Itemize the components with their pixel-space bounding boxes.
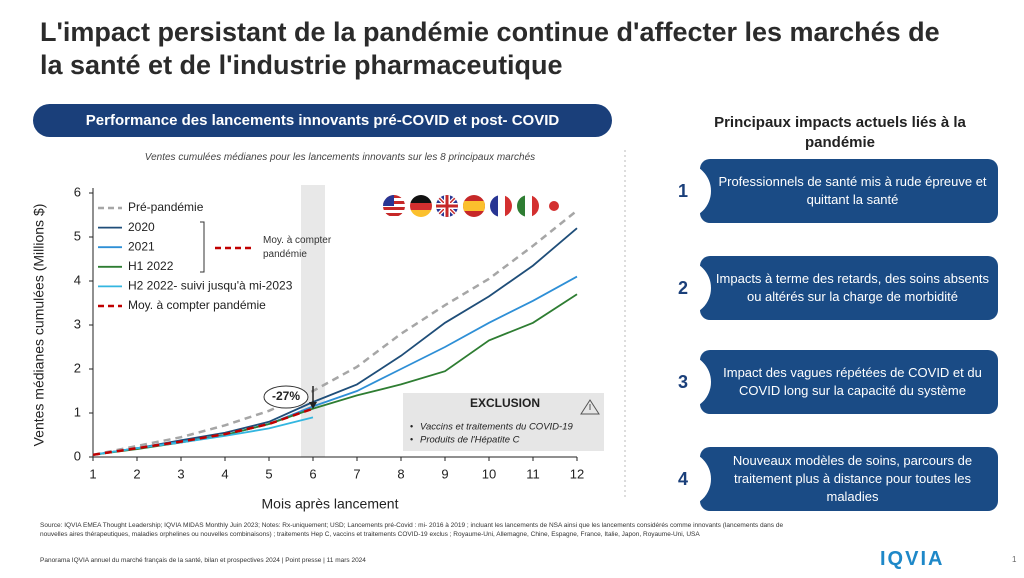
x-axis-label: Mois après lancement (262, 496, 399, 512)
exclusion-title: EXCLUSION (470, 396, 540, 410)
chart-subtitle: Ventes cumulées médianes pour les lancem… (144, 152, 536, 163)
y-tick-label: 6 (74, 184, 81, 199)
flag-uk (436, 195, 458, 217)
impact-box (700, 256, 998, 320)
flag-es (463, 195, 485, 217)
x-tick-label: 10 (482, 466, 496, 481)
x-tick-label: 8 (397, 466, 404, 481)
y-tick-label: 5 (74, 228, 81, 243)
logo: IQVIA (880, 548, 945, 570)
bracket-label: Moy. à compter pandémie (263, 235, 332, 260)
impacts-title: Principaux impacts actuels liés à la pan… (714, 114, 966, 151)
legend-label: 2021 (128, 239, 155, 253)
y-tick-label: 2 (74, 360, 81, 375)
slide-title: L'impact persistant de la pandémie conti… (40, 17, 940, 80)
annotation-arrowhead (309, 402, 317, 409)
impact-text: Nouveaux modèles de soins, parcours de t… (732, 453, 973, 504)
impact-box (700, 159, 998, 223)
y-axis-label: Ventes médianes cumulées (Millions $) (31, 204, 47, 447)
exclusion-box (403, 393, 604, 451)
y-tick-label: 4 (74, 272, 81, 287)
x-tick-label: 3 (177, 466, 184, 481)
series-line (92, 227, 578, 456)
impact-number: 2 (655, 260, 711, 316)
exclusion-bullet: • (410, 434, 413, 444)
flag-fr (490, 195, 512, 217)
impact-text: Impacts à terme des retards, des soins a… (715, 271, 990, 304)
x-tick-label: 1 (89, 466, 96, 481)
series-line (92, 209, 578, 457)
flag-it (517, 195, 539, 217)
source-note: Source: IQVIA EMEA Thought Leadership; I… (40, 522, 784, 538)
y-tick-label: 1 (74, 404, 81, 419)
impact-number: 4 (655, 451, 711, 507)
impact-text: Impact des vagues répétées de COVID et d… (723, 365, 982, 398)
legend-label: Moy. à compter pandémie (128, 298, 266, 312)
highlight-band (301, 185, 325, 457)
x-tick-label: 11 (526, 466, 540, 481)
x-tick-label: 4 (221, 466, 228, 481)
exclusion-item: Vaccins et traitements du COVID-19 (420, 422, 573, 433)
y-tick-label: 0 (74, 448, 81, 463)
impact-text: Professionnels de santé mis à rude épreu… (718, 174, 987, 207)
series-line (92, 407, 314, 457)
impact-number: 3 (655, 354, 711, 410)
y-tick-label: 3 (74, 316, 81, 331)
x-tick-label: 7 (353, 466, 360, 481)
annotation-bubble (263, 385, 309, 409)
x-tick-label: 9 (441, 466, 448, 481)
flags (383, 195, 565, 217)
footer-note: Panorama IQVIA annuel du marché français… (40, 557, 366, 564)
x-tick-label: 5 (265, 466, 272, 481)
warning-icon (580, 399, 600, 415)
legend-label: H1 2022 (128, 259, 174, 273)
flag-de (410, 195, 432, 217)
impact-box (700, 447, 998, 511)
legend-label: Pré-pandémie (128, 200, 204, 214)
legend-label: H2 2022- suivi jusqu'à mi-2023 (128, 279, 293, 293)
legend-label: 2020 (128, 220, 155, 234)
chart-title: Performance des lancements innovants pré… (33, 104, 612, 137)
legend-bracket (200, 221, 205, 273)
flag-jp (543, 195, 565, 217)
annotation-label: -27% (272, 389, 300, 403)
exclusion-item: Produits de l'Hépatite C (420, 435, 520, 446)
flag-us (383, 195, 405, 217)
page-number: 1 (1012, 555, 1017, 564)
impact-box (700, 350, 998, 414)
x-tick-label: 12 (570, 466, 584, 481)
x-tick-label: 2 (133, 466, 140, 481)
x-tick-label: 6 (309, 466, 316, 481)
impact-number: 1 (655, 163, 711, 219)
exclusion-bullet: • (410, 421, 413, 431)
